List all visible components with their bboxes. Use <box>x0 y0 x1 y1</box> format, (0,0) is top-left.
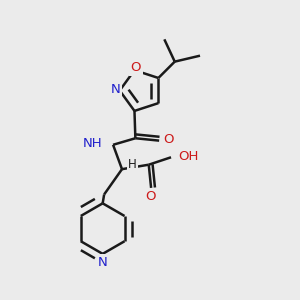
Text: O: O <box>163 133 173 146</box>
Text: N: N <box>98 256 107 269</box>
Text: O: O <box>131 61 141 74</box>
Text: NH: NH <box>83 137 103 150</box>
Text: OH: OH <box>178 150 199 163</box>
Text: O: O <box>145 190 156 203</box>
Text: N: N <box>110 83 120 97</box>
Text: H: H <box>128 158 137 171</box>
